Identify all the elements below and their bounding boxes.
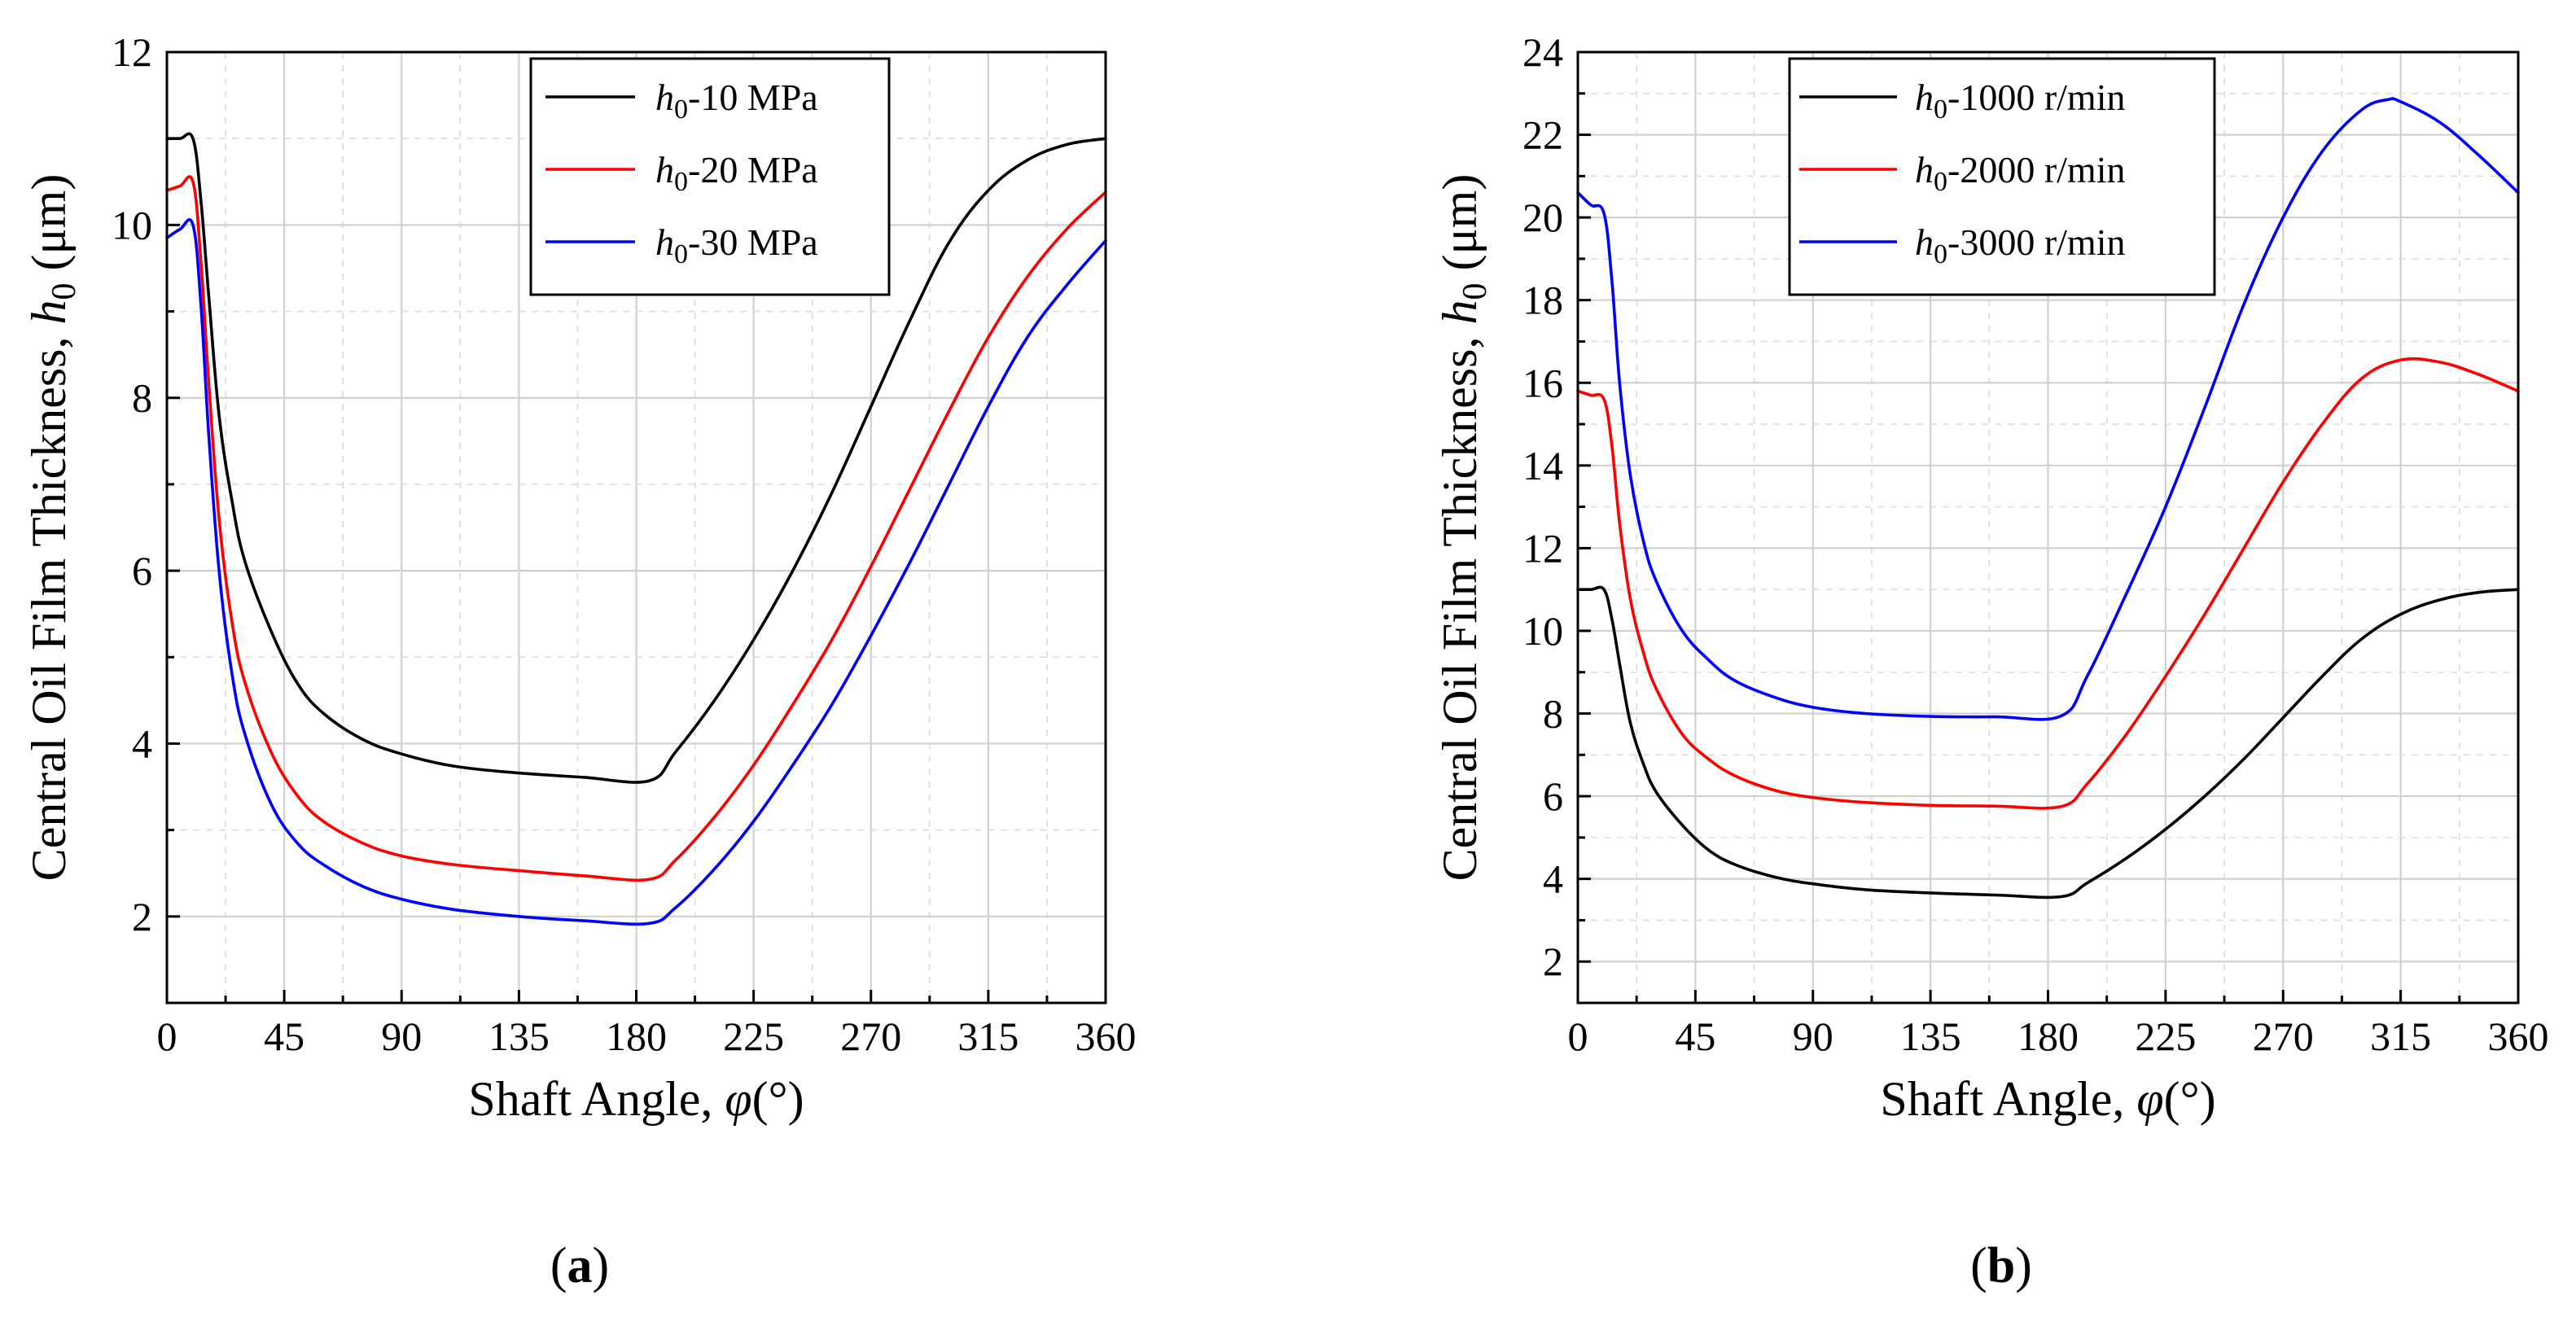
y-tick-label: 10 [1522, 608, 1563, 654]
legend-label: h0-30 MPa [655, 221, 818, 269]
y-tick-label: 12 [1522, 525, 1563, 571]
tick-labels: 0 45 90 135 180 225 270 315 36024681012141618202… [1522, 29, 2549, 1059]
axis-ticks [1576, 50, 2520, 1003]
series-line-2 [165, 175, 1107, 882]
x-tick-label: 360 [2488, 1013, 2549, 1059]
x-tick-label: 315 [957, 1013, 1019, 1059]
x-tick-label: 90 [381, 1013, 422, 1059]
x-tick-label: 135 [488, 1013, 550, 1059]
y-tick-label: 22 [1522, 112, 1563, 158]
panel-label: (a) [550, 1238, 609, 1294]
y-tick-label: 2 [1543, 939, 1563, 984]
legend-label: h0-1000 r/min [1915, 77, 2125, 125]
y-tick-label: 10 [112, 202, 152, 247]
series-lines [165, 132, 1107, 926]
legend-label: h0-2000 r/min [1915, 149, 2125, 197]
y-tick-label: 4 [1543, 856, 1563, 902]
series-line-1 [165, 132, 1107, 784]
legend-label: h0-3000 r/min [1915, 221, 2125, 269]
y-tick-label: 14 [1522, 443, 1563, 488]
y-tick-label: 4 [132, 720, 152, 766]
x-tick-label: 225 [2135, 1013, 2196, 1059]
legend: h0-10 MPa h0-20 MPa h0-30 MPa [529, 57, 891, 296]
legend-label: h0-10 MPa [655, 77, 818, 125]
x-tick-label: 0 [1568, 1013, 1588, 1059]
y-tick-label: 20 [1522, 195, 1563, 240]
y-tick-label: 6 [132, 548, 152, 593]
series-line-2 [1576, 357, 2520, 810]
axis-ticks [165, 50, 1107, 1003]
x-tick-label: 0 [157, 1013, 177, 1059]
x-tick-label: 270 [840, 1013, 901, 1059]
y-tick-label: 24 [1522, 29, 1563, 75]
y-tick-label: 8 [132, 375, 152, 421]
x-tick-label: 45 [264, 1013, 304, 1059]
chart-panel-b: 0 45 90 135 180 225 270 315 36024681012141618202… [1433, 29, 2549, 1294]
x-tick-label: 225 [723, 1013, 784, 1059]
x-tick-label: 360 [1076, 1013, 1137, 1059]
y-axis-title: Central Oil Film Thickness, h0 (μm) [22, 174, 83, 882]
x-tick-label: 135 [1900, 1013, 1961, 1059]
series-line-3 [165, 218, 1107, 926]
x-axis-title: Shaft Angle, φ(°) [1880, 1072, 2215, 1126]
x-tick-label: 315 [2370, 1013, 2431, 1059]
y-tick-label: 12 [112, 29, 152, 75]
chart-panel-a: 0 45 90 135 180 225 270 315 360 2 4 6 8 10 12 Shaft An… [22, 29, 1137, 1294]
legend-box [529, 57, 891, 296]
x-tick-label: 270 [2253, 1013, 2314, 1059]
x-tick-label: 90 [1793, 1013, 1833, 1059]
y-tick-label: 2 [132, 894, 152, 939]
y-tick-label: 6 [1543, 773, 1563, 819]
legend: h0-1000 r/min h0-2000 r/min h0-3000 r/min [1788, 57, 2216, 296]
series-lines [1576, 97, 2520, 900]
panel-label: (b) [1970, 1238, 2032, 1294]
y-tick-label: 8 [1543, 691, 1563, 737]
y-tick-label: 16 [1522, 360, 1563, 405]
tick-labels: 0 45 90 135 180 225 270 315 360 2 4 6 8 10 12 [112, 29, 1137, 1059]
x-tick-label: 45 [1675, 1013, 1715, 1059]
series-line-3 [1576, 97, 2520, 721]
y-tick-label: 18 [1522, 278, 1563, 323]
series-line-1 [1576, 585, 2520, 900]
x-axis-title: Shaft Angle, φ(°) [468, 1072, 804, 1126]
x-tick-label: 180 [606, 1013, 667, 1059]
legend-label: h0-20 MPa [655, 149, 818, 197]
y-axis-title: Central Oil Film Thickness, h0 (μm) [1433, 174, 1494, 882]
x-tick-label: 180 [2017, 1013, 2079, 1059]
